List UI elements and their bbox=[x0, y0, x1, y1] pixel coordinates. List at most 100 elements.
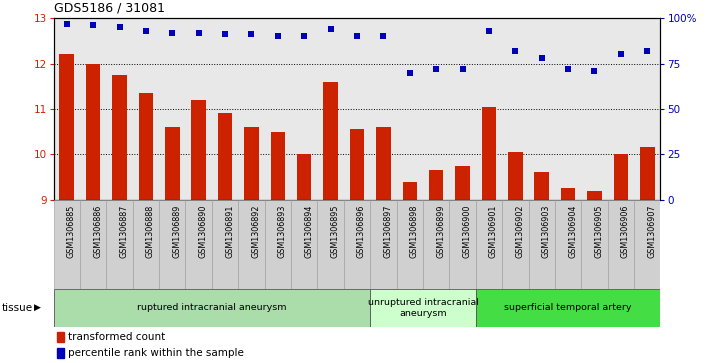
Bar bbox=[370, 200, 396, 289]
Point bbox=[589, 68, 600, 74]
Bar bbox=[106, 200, 133, 289]
Bar bbox=[535, 172, 549, 200]
Text: ruptured intracranial aneurysm: ruptured intracranial aneurysm bbox=[137, 303, 286, 312]
Bar bbox=[555, 200, 581, 289]
Bar bbox=[218, 113, 232, 200]
Bar bbox=[133, 200, 159, 289]
Text: GSM1306888: GSM1306888 bbox=[146, 205, 155, 258]
Text: GSM1306895: GSM1306895 bbox=[331, 205, 340, 258]
Point bbox=[246, 32, 257, 37]
Text: GSM1306893: GSM1306893 bbox=[278, 205, 287, 258]
Bar bbox=[449, 200, 476, 289]
Bar bbox=[212, 200, 238, 289]
Bar bbox=[634, 200, 660, 289]
Text: transformed count: transformed count bbox=[68, 332, 166, 342]
Text: percentile rank within the sample: percentile rank within the sample bbox=[68, 348, 244, 358]
Point bbox=[483, 28, 495, 34]
Bar bbox=[56, 348, 64, 358]
Text: GSM1306903: GSM1306903 bbox=[542, 205, 550, 258]
Text: GDS5186 / 31081: GDS5186 / 31081 bbox=[54, 1, 164, 15]
Point bbox=[219, 32, 231, 37]
Point bbox=[431, 66, 442, 72]
Text: GSM1306905: GSM1306905 bbox=[595, 205, 603, 258]
Text: ▶: ▶ bbox=[34, 303, 41, 312]
Text: superficial temporal artery: superficial temporal artery bbox=[504, 303, 632, 312]
Bar bbox=[640, 147, 655, 200]
Point bbox=[536, 55, 548, 61]
Text: GSM1306904: GSM1306904 bbox=[568, 205, 577, 258]
Bar bbox=[291, 200, 318, 289]
Bar bbox=[54, 289, 370, 327]
Point bbox=[298, 33, 310, 39]
Bar bbox=[191, 100, 206, 200]
Text: GSM1306898: GSM1306898 bbox=[410, 205, 419, 258]
Bar bbox=[112, 75, 127, 200]
Bar bbox=[244, 127, 258, 200]
Bar bbox=[508, 152, 523, 200]
Bar bbox=[297, 154, 311, 200]
Text: GSM1306897: GSM1306897 bbox=[383, 205, 393, 258]
Point bbox=[404, 70, 416, 76]
Bar bbox=[139, 93, 154, 200]
Point bbox=[457, 66, 468, 72]
Text: unruptured intracranial
aneurysm: unruptured intracranial aneurysm bbox=[368, 298, 478, 318]
Text: GSM1306896: GSM1306896 bbox=[357, 205, 366, 258]
Bar bbox=[238, 200, 265, 289]
Text: GSM1306887: GSM1306887 bbox=[119, 205, 129, 258]
Bar bbox=[271, 132, 285, 200]
Bar bbox=[423, 200, 449, 289]
Bar bbox=[56, 332, 64, 342]
Point bbox=[351, 33, 363, 39]
Point bbox=[166, 30, 178, 36]
Text: GSM1306891: GSM1306891 bbox=[225, 205, 234, 258]
Bar bbox=[86, 64, 101, 200]
Bar bbox=[370, 289, 476, 327]
Bar bbox=[165, 127, 179, 200]
Point bbox=[378, 33, 389, 39]
Point bbox=[61, 21, 72, 26]
Bar bbox=[476, 289, 660, 327]
Bar bbox=[376, 127, 391, 200]
Text: GSM1306892: GSM1306892 bbox=[251, 205, 261, 258]
Bar bbox=[581, 200, 608, 289]
Text: GSM1306907: GSM1306907 bbox=[648, 205, 656, 258]
Text: tissue: tissue bbox=[2, 303, 34, 313]
Bar bbox=[403, 182, 417, 200]
Text: GSM1306890: GSM1306890 bbox=[198, 205, 208, 258]
Bar bbox=[323, 82, 338, 200]
Point bbox=[193, 30, 204, 36]
Text: GSM1306900: GSM1306900 bbox=[463, 205, 471, 258]
Bar bbox=[456, 166, 470, 200]
Bar bbox=[59, 54, 74, 200]
Point bbox=[272, 33, 283, 39]
Bar bbox=[265, 200, 291, 289]
Bar bbox=[608, 200, 634, 289]
Text: GSM1306901: GSM1306901 bbox=[489, 205, 498, 258]
Bar bbox=[186, 200, 212, 289]
Point bbox=[114, 24, 125, 30]
Text: GSM1306906: GSM1306906 bbox=[621, 205, 630, 258]
Point bbox=[87, 23, 99, 28]
Bar bbox=[396, 200, 423, 289]
Bar bbox=[482, 107, 496, 200]
Text: GSM1306902: GSM1306902 bbox=[516, 205, 524, 258]
Text: GSM1306889: GSM1306889 bbox=[172, 205, 181, 258]
Point bbox=[563, 66, 574, 72]
Bar bbox=[613, 154, 628, 200]
Bar bbox=[344, 200, 370, 289]
Point bbox=[615, 52, 627, 57]
Bar bbox=[528, 200, 555, 289]
Text: GSM1306886: GSM1306886 bbox=[93, 205, 102, 258]
Point bbox=[510, 48, 521, 54]
Point bbox=[325, 26, 336, 32]
Bar bbox=[54, 200, 80, 289]
Bar bbox=[80, 200, 106, 289]
Text: GSM1306899: GSM1306899 bbox=[436, 205, 445, 258]
Bar bbox=[560, 188, 575, 200]
Point bbox=[140, 28, 151, 34]
Bar bbox=[350, 129, 364, 200]
Bar bbox=[318, 200, 344, 289]
Bar bbox=[429, 170, 443, 200]
Bar bbox=[476, 200, 502, 289]
Point bbox=[642, 48, 653, 54]
